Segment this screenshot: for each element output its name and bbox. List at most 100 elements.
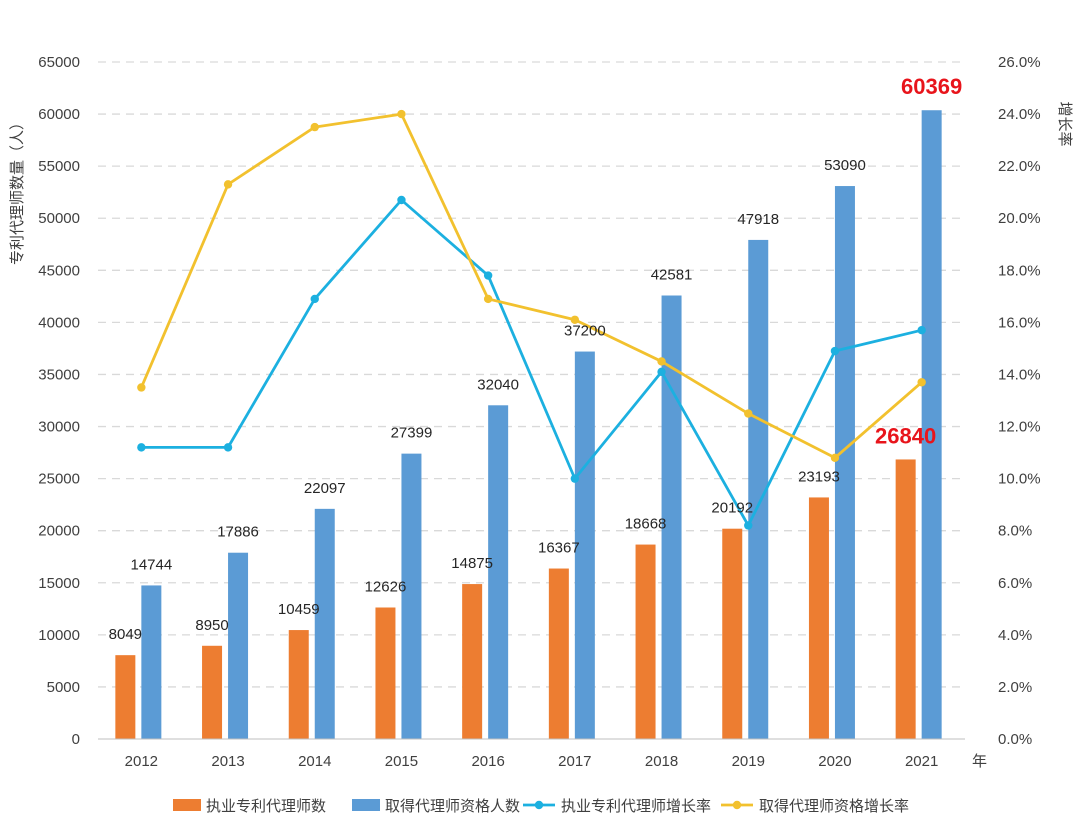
y-axis-left-title: 专利代理师数量（人） — [9, 115, 26, 265]
y-left-tick-label: 65000 — [38, 54, 80, 71]
bar-licensed-agents — [722, 528, 743, 739]
bar-qualified-persons — [748, 239, 769, 740]
legend-label: 取得代理师资格增长率 — [759, 798, 909, 815]
y-left-tick-label: 35000 — [38, 366, 80, 383]
y-axis-right-title: 增长率 — [1056, 101, 1073, 146]
bar-qualified-persons — [141, 585, 162, 739]
line-point — [570, 315, 580, 324]
legend-marker — [534, 800, 544, 810]
y-right-tick-label: 16.0% — [998, 314, 1041, 331]
y-right-tick-label: 8.0% — [998, 523, 1032, 540]
y-right-tick-label: 22.0% — [998, 158, 1041, 175]
line-point — [223, 180, 233, 189]
y-right-tick-label: 2.0% — [998, 679, 1032, 696]
line-point — [830, 453, 840, 462]
y-left-tick-label: 60000 — [38, 106, 80, 123]
line-point — [310, 294, 319, 304]
data-labels: 8049 8950 10459 12626 14875 16367 18668 20192 23… — [109, 74, 963, 643]
bar-value-label: 32040 — [477, 376, 519, 393]
line-point — [917, 378, 926, 387]
bars — [115, 110, 942, 740]
line-point — [744, 409, 753, 418]
x-axis-unit: 年 — [972, 753, 987, 770]
y-left-tick-label: 50000 — [38, 210, 80, 227]
bar-qualified-persons — [921, 110, 942, 739]
bar-value-label: 47918 — [737, 211, 779, 228]
x-tick-label: 2018 — [645, 753, 678, 770]
bar-licensed-agents — [635, 544, 656, 739]
legend-swatch — [173, 799, 201, 811]
line-point — [483, 271, 493, 280]
x-tick-label: 2021 — [905, 753, 938, 770]
y-left-tick-label: 5000 — [47, 679, 80, 696]
bar-qualified-persons — [488, 405, 509, 739]
legend: 执业专利代理师数 取得代理师资格人数 执业专利代理师增长率 取得代理师资格增长率 — [173, 798, 909, 815]
x-tick-label: 2012 — [125, 753, 158, 770]
bar-value-label: 27399 — [391, 425, 433, 442]
bar-qualified-persons — [574, 351, 595, 739]
line-qualified-growth — [140, 112, 923, 460]
bar-value-label: 60369 — [901, 74, 962, 99]
bar-value-label: 53090 — [824, 157, 866, 174]
y-right-tick-label: 10.0% — [998, 471, 1041, 488]
legend-label: 执业专利代理师增长率 — [561, 798, 711, 815]
x-tick-label: 2014 — [298, 753, 331, 770]
y-right-tick-label: 14.0% — [998, 366, 1041, 383]
bar-qualified-persons — [314, 508, 335, 739]
y-left-tick-label: 20000 — [38, 523, 80, 540]
y-right-tick-label: 12.0% — [998, 419, 1041, 436]
y-left-tick-label: 30000 — [38, 419, 80, 436]
line-point — [310, 122, 319, 132]
axes: 年 专利代理师数量（人） 增长率 0 5000 10000 15000 20000 250… — [9, 54, 1073, 770]
bar-value-label: 16367 — [538, 540, 580, 557]
bar-qualified-persons — [834, 186, 855, 739]
bar-qualified-persons — [661, 295, 682, 739]
line-point — [397, 195, 406, 205]
line-point — [657, 357, 666, 366]
legend-swatch — [352, 799, 380, 811]
line-point — [830, 346, 840, 356]
bar-value-label: 23193 — [798, 468, 840, 485]
line-point — [917, 325, 926, 335]
y-left-tick-label: 45000 — [38, 262, 80, 279]
line-point — [397, 109, 406, 119]
bar-qualified-persons — [401, 453, 422, 739]
y-left-tick-label: 55000 — [38, 158, 80, 175]
x-tick-label: 2020 — [818, 753, 851, 770]
bar-value-label: 8049 — [109, 626, 142, 643]
x-tick-label: 2017 — [558, 753, 591, 770]
bar-value-label: 42581 — [651, 267, 693, 284]
line-point — [137, 383, 146, 392]
bar-value-label: 14744 — [130, 556, 172, 573]
y-right-tick-label: 26.0% — [998, 54, 1041, 71]
bar-value-label: 26840 — [875, 423, 936, 448]
bar-value-label: 20192 — [711, 500, 753, 517]
bar-licensed-agents — [462, 584, 483, 739]
line-point — [223, 443, 233, 452]
y-right-tick-label: 6.0% — [998, 575, 1032, 592]
line-point — [657, 367, 666, 377]
legend-marker — [732, 800, 742, 810]
line-point — [137, 443, 146, 452]
bar-value-label: 37200 — [564, 323, 606, 340]
bar-licensed-agents — [375, 607, 396, 739]
bar-value-label: 8950 — [195, 617, 228, 634]
bar-licensed-agents — [808, 497, 829, 739]
y-left-tick-label: 10000 — [38, 627, 80, 644]
y-right-tick-label: 0.0% — [998, 731, 1032, 748]
x-tick-label: 2013 — [211, 753, 244, 770]
bar-licensed-agents — [895, 459, 916, 739]
line-point — [483, 294, 493, 304]
bar-licensed-agents — [548, 568, 569, 739]
legend-label: 执业专利代理师数 — [206, 798, 326, 815]
y-right-tick-label: 4.0% — [998, 627, 1032, 644]
bar-value-label: 17886 — [217, 524, 259, 541]
bar-licensed-agents — [288, 630, 309, 739]
line-licensed-growth — [141, 198, 922, 527]
y-right-tick-label: 20.0% — [998, 210, 1041, 227]
bar-licensed-agents — [202, 645, 223, 739]
bar-value-label: 10459 — [278, 601, 320, 618]
bar-value-label: 18668 — [625, 516, 667, 533]
